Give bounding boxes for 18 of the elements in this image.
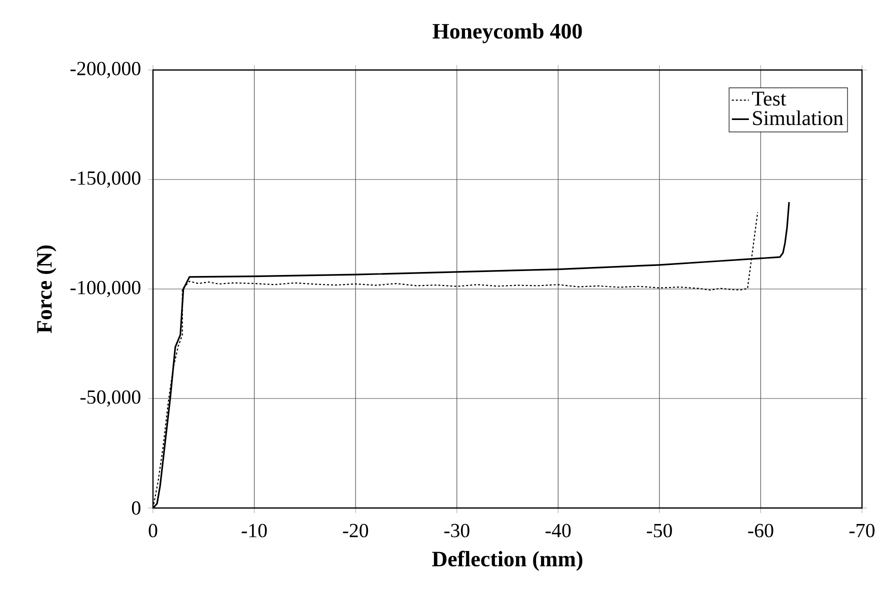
y-tick-label: -200,000 <box>70 62 140 78</box>
y-tick-label: -100,000 <box>70 280 140 298</box>
y-axis-title: Force (N) <box>36 245 56 334</box>
chart-title: Honeycomb 400 <box>432 23 582 44</box>
x-tick-label: -40 <box>546 524 571 538</box>
legend-label: Simulation <box>753 110 844 126</box>
x-tick-label: 0 <box>148 524 158 538</box>
y-tick-label: -50,000 <box>80 390 140 407</box>
legend-label: Test <box>752 92 786 106</box>
y-tick-label: -150,000 <box>70 171 140 188</box>
x-tick-label: -70 <box>849 524 875 538</box>
x-tick-label: -20 <box>343 524 368 538</box>
x-tick-label: -30 <box>444 524 470 538</box>
x-tick-label: -10 <box>242 524 267 538</box>
x-tick-label: -60 <box>748 524 774 538</box>
x-axis-title: Deflection (mm) <box>432 550 582 571</box>
x-tick-label: -50 <box>646 524 672 538</box>
y-tick-label: 0 <box>132 501 140 515</box>
